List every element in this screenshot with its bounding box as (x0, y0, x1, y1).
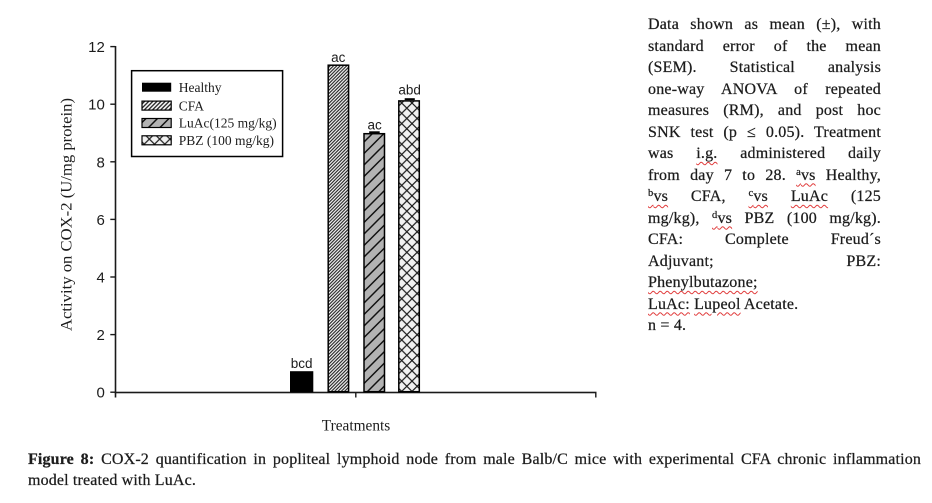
svg-text:10: 10 (88, 97, 105, 114)
svg-text:6: 6 (96, 212, 104, 229)
svg-text:2: 2 (96, 327, 104, 344)
svg-text:4: 4 (96, 270, 104, 287)
svg-text:bcd: bcd (291, 356, 313, 371)
svg-text:ac: ac (331, 50, 346, 65)
svg-text:Treatments: Treatments (322, 418, 391, 435)
svg-text:Healthy: Healthy (179, 80, 222, 95)
svg-text:CFA: CFA (179, 98, 205, 113)
svg-text:PBZ (100 mg/kg): PBZ (100 mg/kg) (179, 133, 274, 148)
svg-text:ac: ac (367, 118, 382, 133)
svg-text:Activity on COX-2 (U/mg protei: Activity on COX-2 (U/mg protein) (59, 98, 76, 331)
svg-text:abd: abd (398, 83, 421, 98)
svg-text:0: 0 (96, 385, 104, 402)
svg-text:8: 8 (96, 154, 104, 171)
svg-text:12: 12 (88, 39, 105, 56)
svg-text:LuAc(125 mg/kg): LuAc(125 mg/kg) (179, 116, 277, 131)
